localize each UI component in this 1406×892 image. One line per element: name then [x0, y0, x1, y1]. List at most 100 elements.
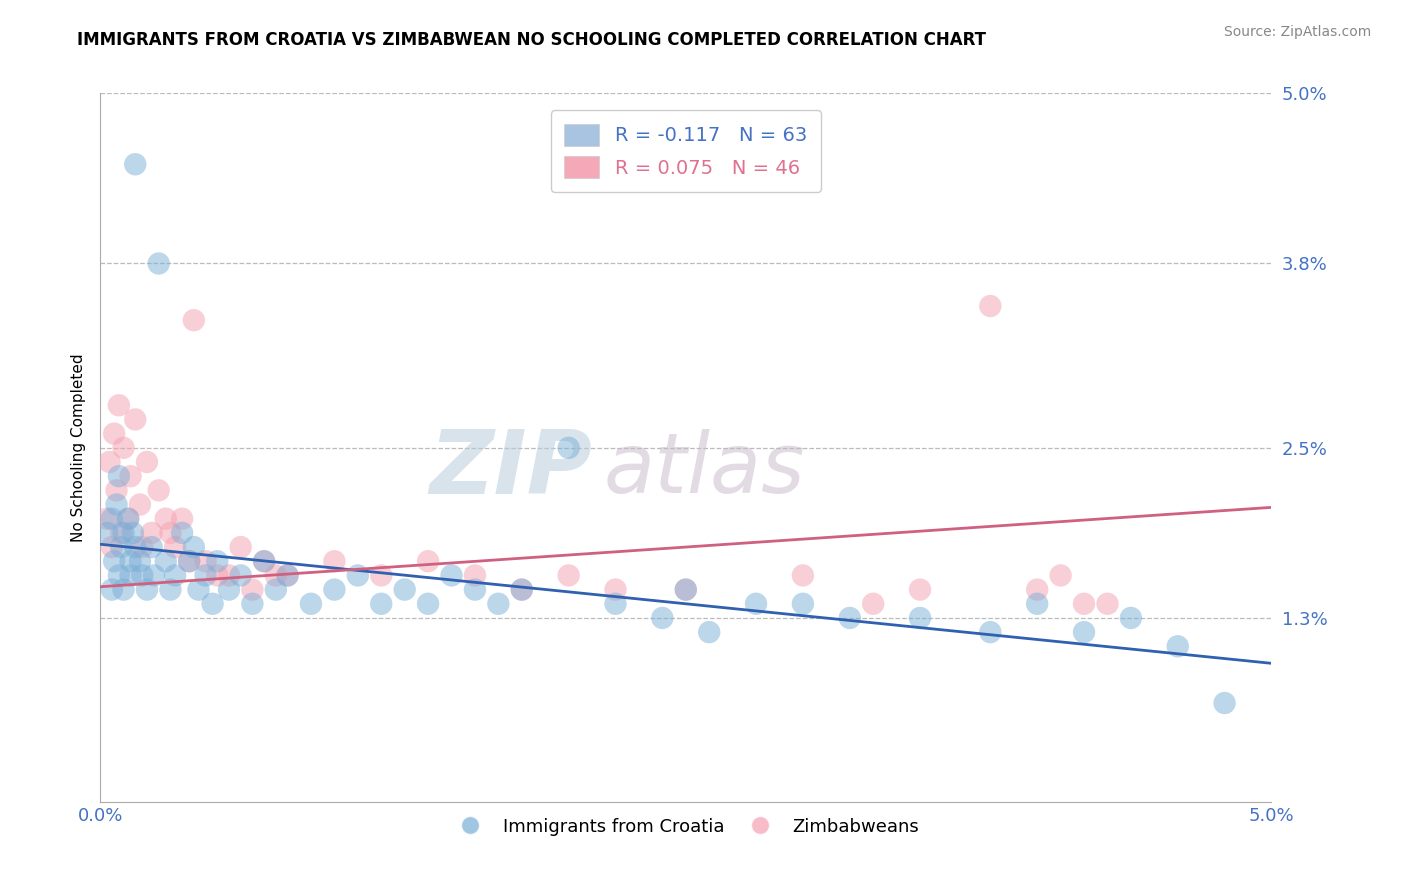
Point [675, 582, 697, 597]
Point [277, 568, 299, 582]
Point [1213, 696, 1236, 710]
Text: ZIP: ZIP [429, 425, 592, 513]
Point [464, 582, 486, 597]
Point [165, 568, 187, 582]
Point [1073, 625, 1095, 640]
Point [120, 469, 142, 483]
Y-axis label: No Schooling Completed: No Schooling Completed [72, 353, 86, 542]
Point [323, 582, 346, 597]
Point [105, 483, 128, 498]
Point [557, 441, 579, 455]
Point [103, 554, 125, 568]
Point [141, 540, 163, 554]
Point [1167, 640, 1189, 654]
Point [510, 582, 533, 597]
Point [117, 512, 139, 526]
Point [207, 568, 229, 582]
Point [908, 582, 931, 597]
Point [651, 611, 673, 625]
Point [120, 568, 142, 582]
Point [862, 597, 884, 611]
Point [697, 625, 720, 640]
Point [229, 540, 252, 554]
Point [179, 554, 201, 568]
Point [110, 525, 132, 540]
Point [172, 525, 194, 540]
Point [143, 568, 166, 582]
Point [172, 512, 194, 526]
Point [194, 554, 217, 568]
Point [218, 582, 240, 597]
Point [323, 554, 346, 568]
Point [346, 568, 368, 582]
Point [155, 512, 177, 526]
Point [979, 625, 1001, 640]
Point [112, 441, 135, 455]
Point [201, 597, 224, 611]
Point [264, 582, 287, 597]
Point [101, 512, 124, 526]
Point [183, 540, 205, 554]
Point [131, 540, 153, 554]
Point [120, 554, 142, 568]
Point [136, 582, 159, 597]
Point [124, 412, 146, 426]
Point [745, 597, 768, 611]
Point [179, 554, 201, 568]
Point [464, 568, 486, 582]
Point [141, 525, 163, 540]
Point [108, 398, 131, 412]
Point [129, 554, 152, 568]
Point [96, 512, 118, 526]
Point [486, 597, 509, 611]
Point [440, 568, 463, 582]
Point [394, 582, 416, 597]
Point [510, 582, 533, 597]
Point [1026, 582, 1049, 597]
Point [1119, 611, 1142, 625]
Point [229, 568, 252, 582]
Point [605, 597, 627, 611]
Point [112, 525, 135, 540]
Point [129, 498, 152, 512]
Point [112, 582, 135, 597]
Point [557, 568, 579, 582]
Point [148, 483, 170, 498]
Legend: Immigrants from Croatia, Zimbabweans: Immigrants from Croatia, Zimbabweans [444, 811, 927, 843]
Point [1026, 597, 1049, 611]
Point [110, 540, 132, 554]
Point [101, 582, 124, 597]
Point [792, 568, 814, 582]
Text: atlas: atlas [603, 428, 806, 509]
Point [218, 568, 240, 582]
Point [98, 455, 121, 469]
Point [108, 568, 131, 582]
Text: Source: ZipAtlas.com: Source: ZipAtlas.com [1223, 25, 1371, 39]
Point [194, 568, 217, 582]
Text: IMMIGRANTS FROM CROATIA VS ZIMBABWEAN NO SCHOOLING COMPLETED CORRELATION CHART: IMMIGRANTS FROM CROATIA VS ZIMBABWEAN NO… [77, 31, 987, 49]
Point [675, 582, 697, 597]
Point [159, 582, 181, 597]
Point [242, 597, 264, 611]
Point [1049, 568, 1071, 582]
Point [103, 426, 125, 441]
Point [416, 597, 439, 611]
Point [370, 568, 392, 582]
Point [242, 582, 264, 597]
Point [105, 498, 128, 512]
Point [277, 568, 299, 582]
Point [299, 597, 322, 611]
Point [605, 582, 627, 597]
Point [253, 554, 276, 568]
Point [101, 540, 124, 554]
Point [207, 554, 229, 568]
Point [96, 525, 118, 540]
Point [792, 597, 814, 611]
Point [117, 512, 139, 526]
Point [124, 157, 146, 171]
Point [187, 582, 209, 597]
Point [155, 554, 177, 568]
Point [136, 455, 159, 469]
Point [416, 554, 439, 568]
Point [1097, 597, 1119, 611]
